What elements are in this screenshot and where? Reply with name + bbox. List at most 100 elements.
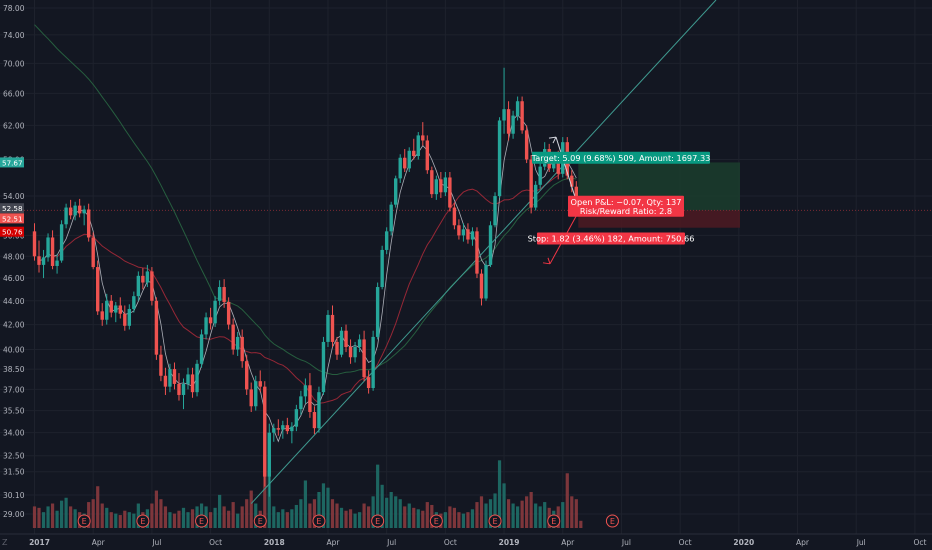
- y-tick-label: 34.00: [3, 429, 25, 438]
- watermark-corner: Z: [2, 538, 8, 547]
- volume-bar: [46, 506, 50, 528]
- target-label-box: [532, 151, 710, 164]
- pnl-label-text: Open P&L: −0.07, Qty: 137: [571, 197, 682, 207]
- candle-body: [285, 425, 290, 432]
- volume-bar: [461, 513, 466, 528]
- candle-body: [105, 300, 109, 320]
- volume-bar: [105, 507, 109, 528]
- target-label-text: Target: 5.09 (9.68%) 509, Amount: 1697.3…: [531, 153, 711, 163]
- candle-body: [439, 179, 443, 193]
- target-label: Target: 5.09 (9.68%) 509, Amount: 1697.3…: [531, 151, 711, 164]
- candle-body: [303, 385, 308, 397]
- candle-body: [222, 287, 226, 302]
- volume-bar: [475, 502, 479, 528]
- candle-body: [82, 209, 86, 214]
- y-tick-label: 46.00: [3, 274, 25, 283]
- candle-body: [86, 209, 91, 238]
- candle-body: [154, 300, 159, 355]
- x-axis-band: [0, 534, 932, 550]
- volume-bar: [348, 509, 353, 528]
- x-tick-label: 2019: [499, 538, 520, 547]
- price-badge-text: 52.58: [2, 204, 23, 213]
- volume-bar: [425, 502, 429, 528]
- candle-body: [366, 377, 371, 389]
- candle-body: [488, 225, 493, 265]
- volume-bar: [394, 496, 398, 528]
- candle-body: [150, 271, 154, 301]
- volume-bar: [87, 502, 91, 528]
- x-tick-label: Oct: [209, 538, 222, 547]
- candle-body: [245, 361, 249, 390]
- candle-body: [272, 428, 276, 433]
- candle-body: [497, 120, 502, 197]
- volume-bar: [466, 512, 470, 528]
- candle-body: [50, 237, 55, 266]
- candle-body: [389, 204, 393, 232]
- volume-bar: [511, 503, 515, 528]
- volume-bar: [150, 503, 154, 528]
- candle-body: [267, 432, 271, 477]
- volume-bar: [344, 510, 348, 528]
- candle-body: [159, 354, 163, 376]
- candle-body: [163, 375, 168, 387]
- volume-bar: [303, 480, 307, 528]
- earnings-marker-label: E: [492, 517, 497, 526]
- candle-body: [217, 287, 222, 301]
- candle-body: [380, 249, 384, 288]
- candle-body: [461, 229, 466, 236]
- candle-body: [348, 346, 353, 358]
- candle-body: [412, 150, 416, 156]
- candle-body: [556, 155, 560, 174]
- y-tick-label: 29.00: [3, 510, 25, 519]
- y-tick-label: 70.00: [3, 59, 25, 68]
- candle-body: [457, 225, 461, 236]
- candle-body: [186, 374, 190, 384]
- earnings-marker: [195, 514, 209, 528]
- candle-body: [204, 317, 208, 335]
- volume-bar: [362, 503, 366, 528]
- volume-bar: [181, 507, 186, 528]
- candle-body: [258, 381, 262, 387]
- earnings-marker-label: E: [140, 517, 145, 526]
- volume-bar: [312, 499, 317, 528]
- candle-body: [240, 336, 244, 362]
- earnings-marker-label: E: [199, 517, 204, 526]
- candle-body: [416, 135, 420, 156]
- candle-body: [407, 150, 411, 169]
- y-tick-label: 48.00: [3, 252, 25, 261]
- volume-bar: [380, 484, 384, 528]
- volume-bar: [159, 499, 163, 528]
- price-badge: [0, 226, 24, 237]
- volume-bar: [290, 509, 294, 528]
- volume-bar: [448, 506, 452, 528]
- volume-bar: [299, 499, 303, 528]
- price-badge: [0, 213, 24, 224]
- volume-bar: [127, 512, 131, 528]
- candle-body: [394, 178, 398, 205]
- volume-bar: [339, 507, 344, 528]
- volume-bar: [263, 456, 267, 528]
- candle-body: [281, 425, 285, 430]
- volume-bar: [421, 510, 425, 528]
- volume-bar: [398, 499, 402, 528]
- volume-bar: [516, 506, 520, 528]
- y-tick-label: 37.00: [3, 385, 25, 394]
- candle-body: [421, 135, 425, 141]
- stop-label-box: [537, 232, 685, 245]
- y-tick-label: 42.00: [3, 321, 25, 330]
- price-badge-text: 50.76: [2, 228, 23, 237]
- candle-body: [141, 275, 145, 283]
- candle-body: [353, 346, 357, 358]
- earnings-marker: [371, 514, 385, 528]
- candle-body: [276, 428, 281, 430]
- volume-bar: [285, 512, 289, 528]
- candle-body: [479, 273, 484, 299]
- volume-bar: [479, 496, 484, 528]
- x-axis-labels: 2017 Apr Jul Oct 2018 Apr Jul Oct 2019 Apr Jul Oct 2…: [29, 538, 926, 547]
- earnings-marker-label: E: [82, 517, 87, 526]
- volume-bar: [177, 510, 181, 528]
- target-arrowhead: [548, 136, 557, 144]
